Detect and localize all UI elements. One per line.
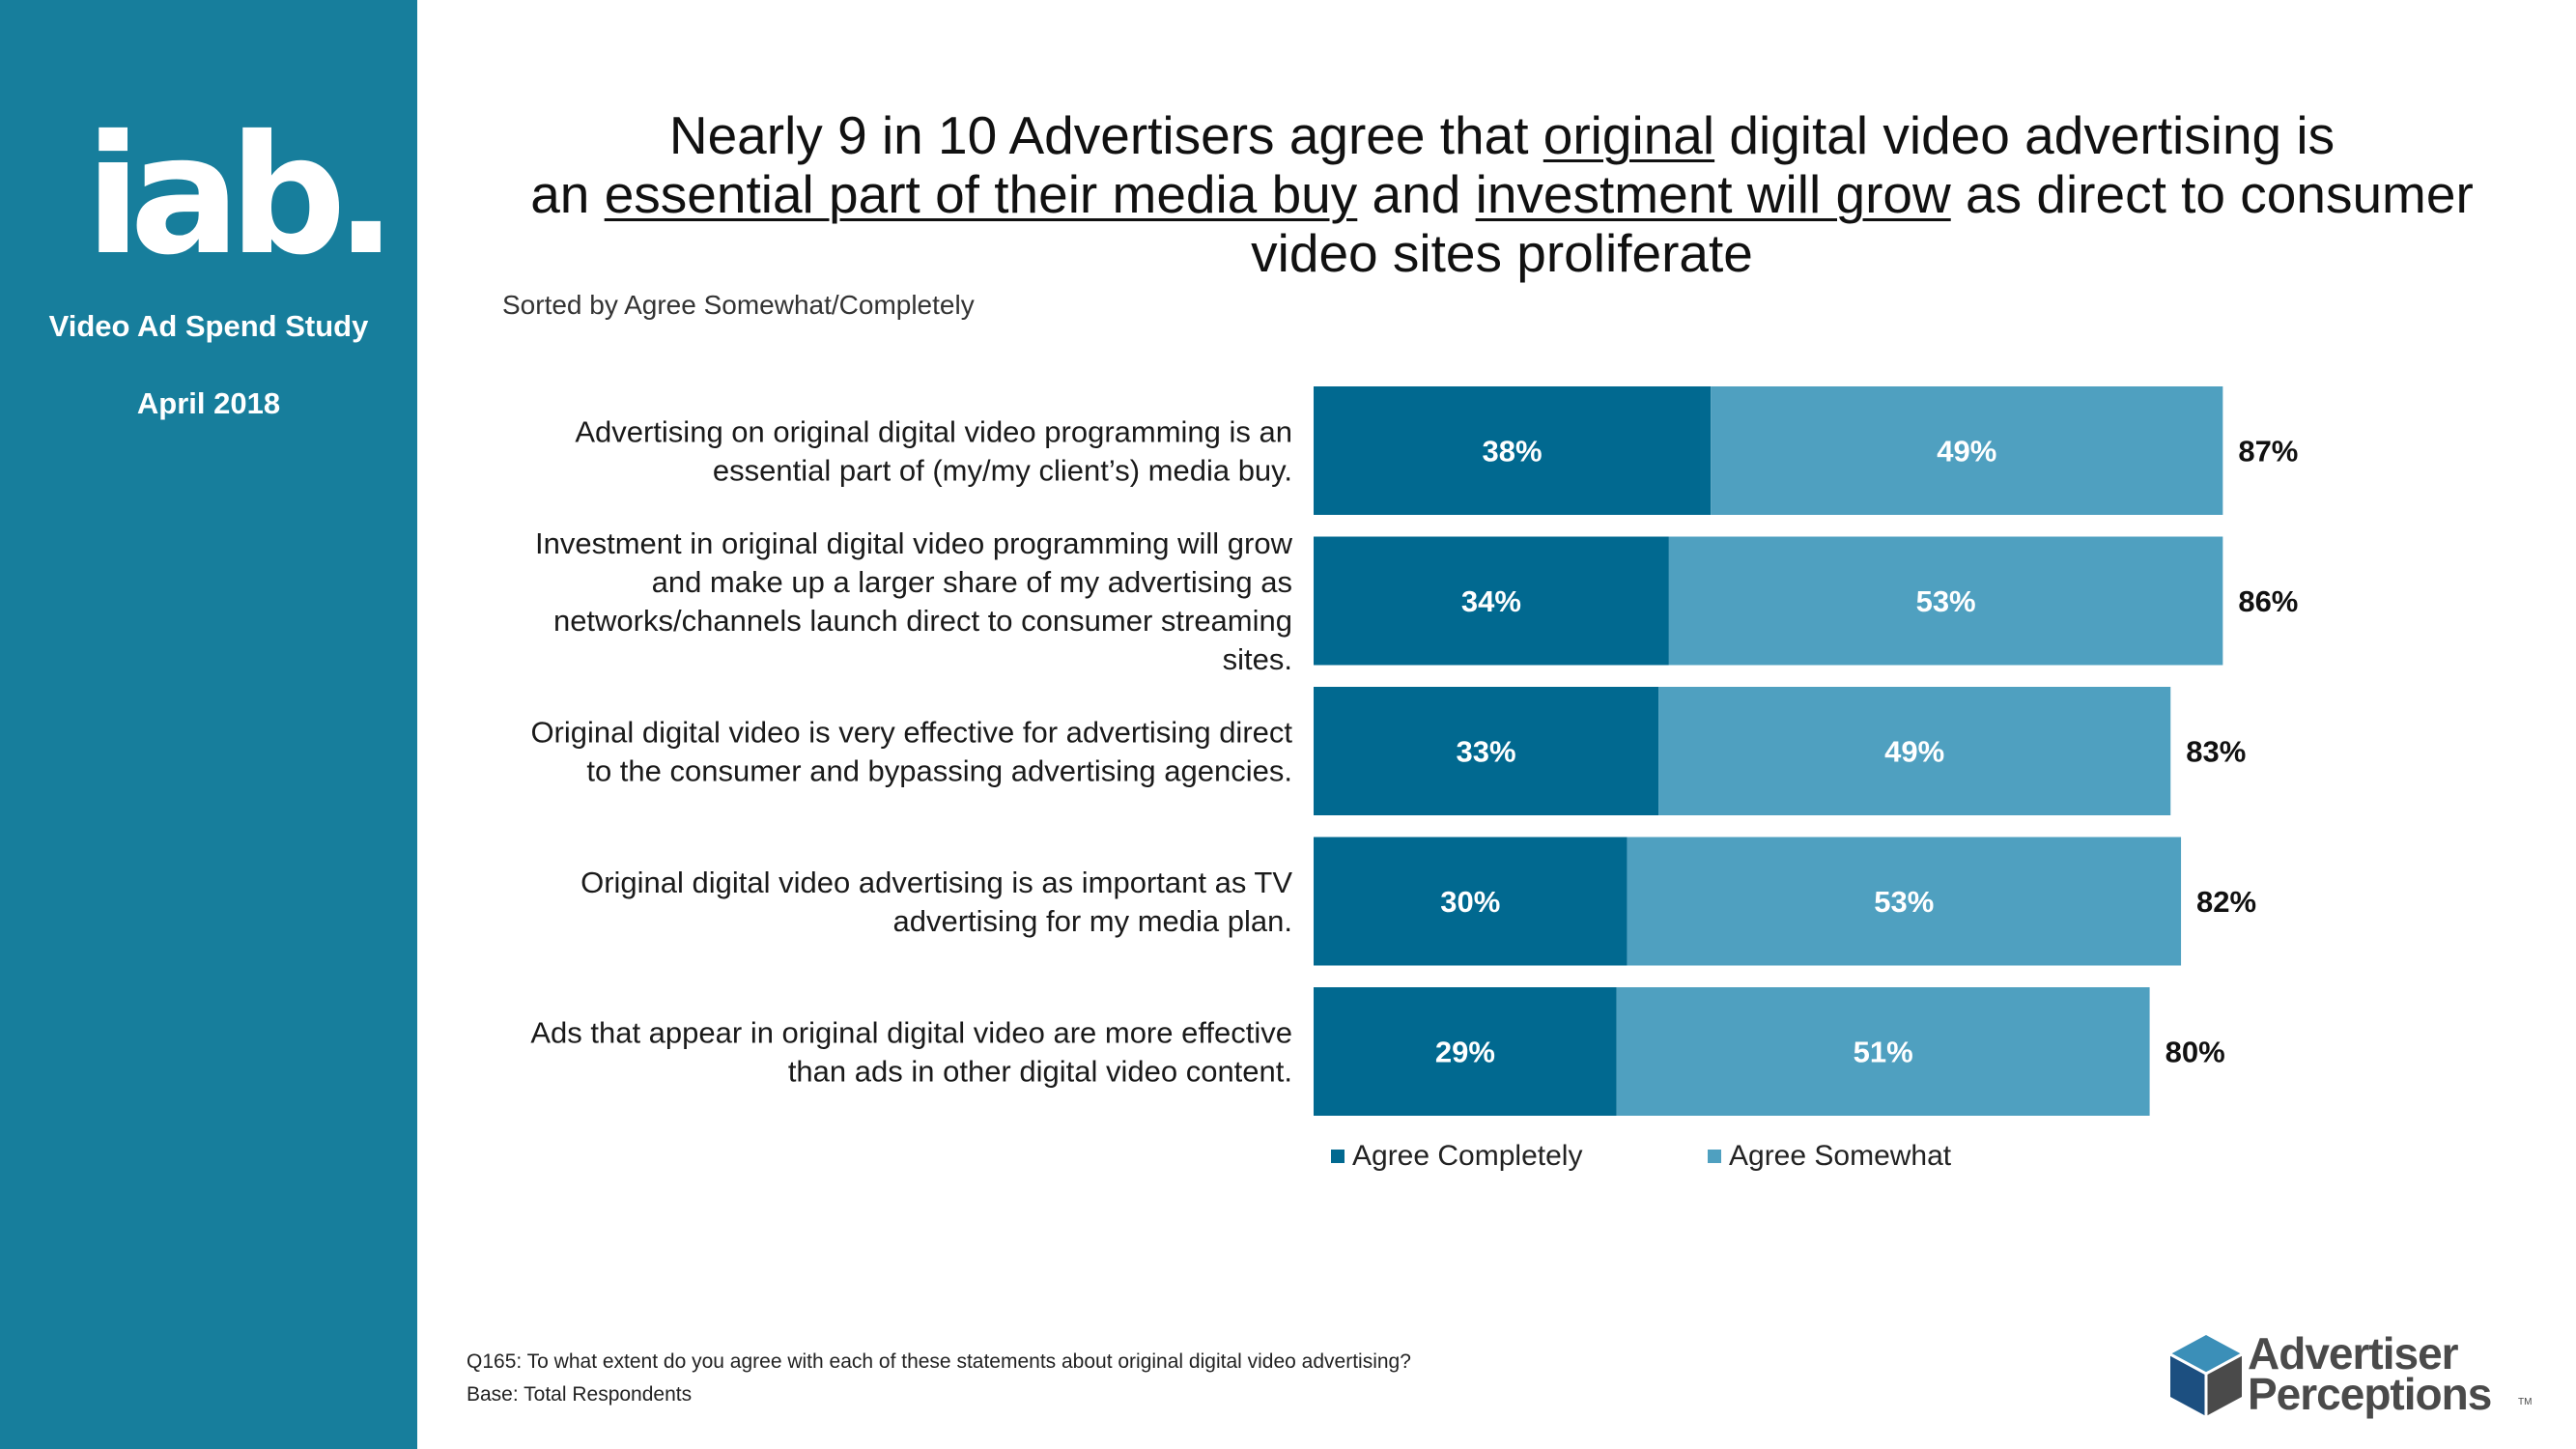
sidebar: iab. Video Ad Spend Study April 2018 (0, 0, 417, 1449)
data-label: 49% (1884, 735, 1944, 769)
bar-agree-completely (1314, 536, 1669, 666)
category-label: Original digital video advertising is as… (580, 866, 1292, 899)
category-label: networks/channels launch direct to consu… (553, 604, 1292, 638)
title-line-3: video sites proliferate (1251, 223, 1753, 283)
legend-item-agree-completely: Agree Completely (1331, 1140, 1582, 1173)
title-underlined-investment: investment will grow (1475, 164, 1951, 224)
legend-item-agree-somewhat: Agree Somewhat (1708, 1140, 1951, 1173)
data-label: 53% (1874, 885, 1934, 919)
data-label: 49% (1937, 435, 1996, 469)
bar-agree-somewhat (1658, 687, 2171, 815)
category-label: advertising for my media plan. (892, 904, 1292, 938)
base-footnote: Base: Total Respondents (467, 1383, 693, 1406)
category-label: Ads that appear in original digital vide… (530, 1016, 1292, 1050)
question-footnote: Q165: To what extent do you agree with e… (467, 1350, 1411, 1373)
total-label: 82% (2196, 885, 2256, 919)
bar-agree-somewhat (1668, 536, 2223, 666)
bar-agree-somewhat (1711, 386, 2223, 515)
title-line-2: an essential part of their media buy and… (483, 165, 2521, 224)
total-label: 86% (2238, 584, 2298, 618)
data-label: 38% (1483, 435, 1543, 469)
bar-agree-completely (1314, 837, 1628, 966)
total-label: 80% (2166, 1036, 2225, 1069)
total-label: 87% (2238, 435, 2298, 469)
title-text: and (1357, 164, 1476, 224)
chart-title: Nearly 9 in 10 Advertisers agree that or… (483, 106, 2521, 283)
iab-logo: iab. (85, 100, 397, 292)
study-name: Video Ad Spend Study (48, 309, 369, 343)
category-label: Investment in original digital video pro… (535, 526, 1293, 560)
bar-agree-completely (1314, 386, 1712, 515)
title-text: as direct to consumer (1950, 164, 2474, 224)
data-label: 53% (1916, 584, 1976, 618)
data-label: 29% (1435, 1036, 1495, 1069)
data-label: 34% (1461, 584, 1521, 618)
bar-agree-somewhat (1627, 837, 2182, 966)
category-label: to the consumer and bypassing advertisin… (586, 754, 1292, 788)
category-label: than ads in other digital video content. (788, 1055, 1292, 1089)
bar-agree-completely (1314, 987, 1617, 1116)
title-line-1: Nearly 9 in 10 Advertisers agree that or… (483, 106, 2521, 165)
data-label: 30% (1440, 885, 1500, 919)
category-label: Original digital video is very effective… (530, 716, 1292, 750)
category-label: and make up a larger share of my adverti… (652, 565, 1292, 599)
advertiser-perceptions-logo: Advertiser Perceptions TM (2168, 1328, 2535, 1420)
trademark-mark: TM (2518, 1397, 2533, 1407)
legend-label: Agree Somewhat (1729, 1140, 1952, 1172)
iab-logo-text: iab. (85, 100, 397, 292)
cube-icon (2169, 1335, 2243, 1416)
bar-agree-completely (1314, 687, 1659, 815)
chart-subtitle: Sorted by Agree Somewhat/Completely (502, 290, 975, 320)
bar-agree-somewhat (1616, 987, 2150, 1116)
brand-name: Advertiser Perceptions (2248, 1328, 2492, 1419)
category-label: sites. (1223, 642, 1292, 676)
title-text: Nearly 9 in 10 Advertisers agree that (668, 105, 1543, 165)
legend-swatch-agree-somewhat (1708, 1150, 1721, 1163)
title-text: an (530, 164, 605, 224)
study-date: April 2018 (136, 386, 281, 420)
brand-name-line-2: Perceptions (2248, 1369, 2492, 1419)
title-underlined-original: original (1543, 105, 1715, 165)
legend-swatch-agree-completely (1331, 1150, 1345, 1163)
title-text: digital video advertising is (1714, 105, 2335, 165)
category-label: essential part of (my/my client’s) media… (713, 454, 1292, 488)
legend-label: Agree Completely (1352, 1140, 1583, 1172)
data-label: 51% (1854, 1036, 1913, 1069)
title-underlined-essential: essential part of their media buy (604, 164, 1358, 224)
brand-name-line-1: Advertiser (2248, 1328, 2459, 1378)
category-label: Advertising on original digital video pr… (575, 415, 1292, 449)
data-label: 33% (1457, 735, 1516, 769)
total-label: 83% (2186, 735, 2246, 769)
